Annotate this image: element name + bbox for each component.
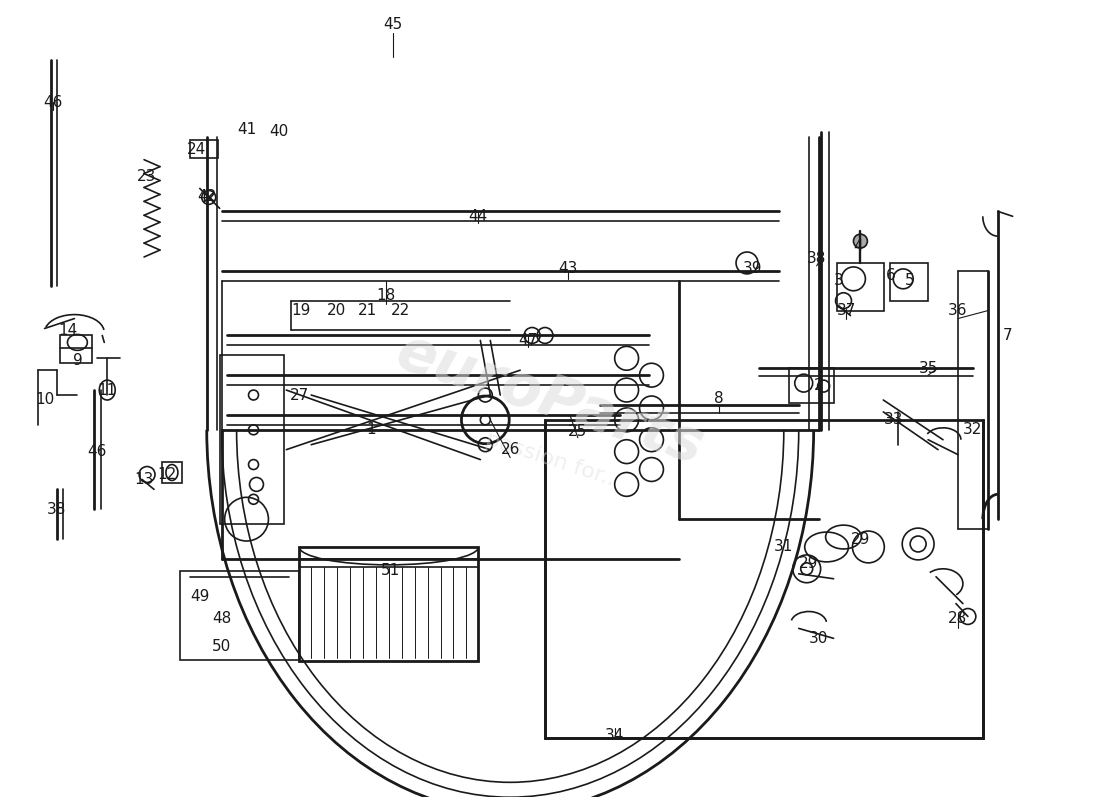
Text: 6: 6 (886, 268, 895, 283)
Text: 25: 25 (569, 424, 587, 439)
Text: 1: 1 (366, 422, 376, 438)
Text: 29: 29 (850, 531, 870, 546)
Bar (544, 420, 982, 738)
Bar (220, 355, 284, 524)
Text: 24: 24 (187, 142, 207, 158)
Circle shape (854, 234, 868, 248)
Text: 19: 19 (292, 303, 311, 318)
Text: 21: 21 (359, 303, 377, 318)
Text: 27: 27 (289, 387, 309, 402)
Text: 46: 46 (43, 94, 63, 110)
Text: euroParts: euroParts (389, 323, 711, 477)
Text: 9: 9 (73, 353, 82, 368)
Text: 48: 48 (212, 611, 231, 626)
Text: 26: 26 (500, 442, 520, 457)
Text: 29: 29 (799, 556, 818, 571)
Text: 39: 39 (744, 262, 762, 277)
Text: 42: 42 (197, 189, 217, 204)
Text: 34: 34 (605, 728, 625, 743)
Text: 31: 31 (774, 539, 793, 554)
Text: 23: 23 (138, 169, 156, 184)
Bar (836, 263, 884, 310)
Text: 14: 14 (58, 323, 77, 338)
Bar (60, 335, 92, 363)
Text: 36: 36 (948, 303, 968, 318)
Text: 12: 12 (157, 467, 177, 482)
Text: 40: 40 (270, 124, 289, 139)
Text: 38: 38 (47, 502, 66, 517)
Text: 37: 37 (837, 303, 856, 318)
Text: 7: 7 (1003, 328, 1012, 343)
Text: 32: 32 (964, 422, 982, 438)
Text: 22: 22 (392, 303, 410, 318)
Text: 38: 38 (807, 251, 826, 266)
Text: 43: 43 (558, 262, 578, 277)
Text: 20: 20 (327, 303, 345, 318)
Text: 4: 4 (854, 238, 864, 254)
Text: 30: 30 (808, 631, 828, 646)
Text: 50: 50 (212, 638, 231, 654)
Bar (789, 368, 834, 403)
Text: 18: 18 (376, 288, 396, 303)
Text: 3: 3 (834, 274, 844, 288)
Text: 13: 13 (134, 472, 154, 487)
Bar (299, 547, 478, 661)
Text: 51: 51 (382, 563, 400, 578)
Text: 5: 5 (905, 274, 915, 288)
Text: 44: 44 (469, 209, 488, 224)
Text: 49: 49 (190, 589, 209, 604)
Bar (190, 140, 218, 158)
Bar (162, 462, 182, 483)
Text: 47: 47 (518, 333, 538, 348)
Text: 2: 2 (814, 378, 824, 393)
Text: 45: 45 (383, 17, 403, 32)
Text: 10: 10 (35, 393, 54, 407)
Text: 35: 35 (918, 361, 938, 376)
Bar (180, 571, 299, 660)
Text: 46: 46 (88, 444, 107, 459)
Text: 41: 41 (236, 122, 256, 138)
Text: 28: 28 (948, 611, 968, 626)
Text: 8: 8 (714, 390, 724, 406)
Text: 33: 33 (883, 412, 903, 427)
Text: passion for..: passion for.. (483, 430, 617, 490)
Text: 11: 11 (98, 382, 117, 398)
Bar (890, 263, 928, 301)
